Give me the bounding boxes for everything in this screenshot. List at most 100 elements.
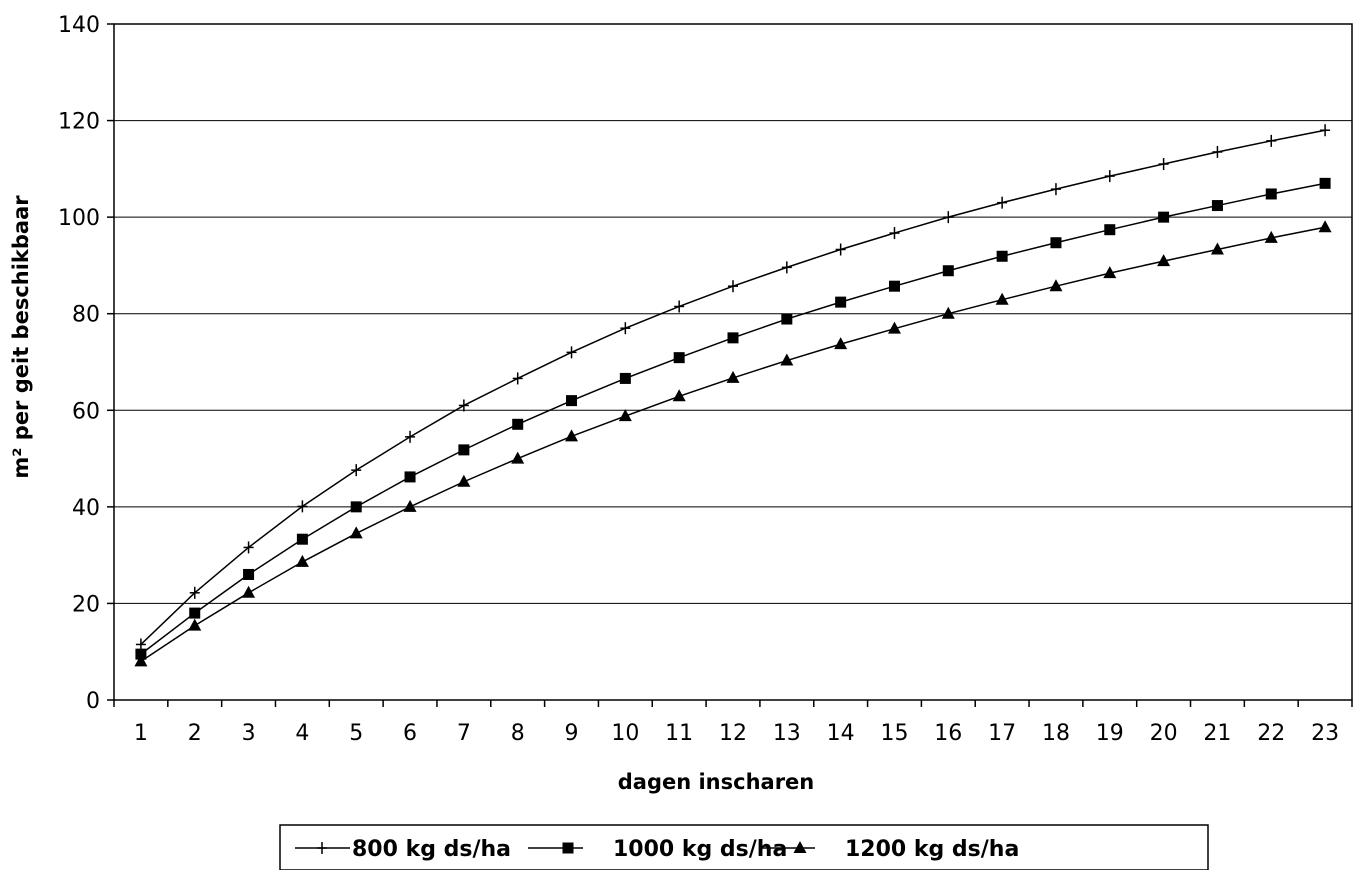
x-tick-label: 22 xyxy=(1257,721,1285,746)
x-tick-label: 7 xyxy=(457,721,471,746)
data-point xyxy=(1210,242,1224,255)
data-point xyxy=(1103,266,1117,279)
x-tick-label: 14 xyxy=(827,721,855,746)
data-point xyxy=(995,292,1009,305)
data-point xyxy=(349,526,363,539)
y-axis-title: m² per geit beschikbaar xyxy=(9,195,33,479)
data-point xyxy=(834,337,848,350)
x-tick-label: 13 xyxy=(773,721,801,746)
data-point xyxy=(673,352,685,364)
data-point xyxy=(942,265,954,277)
legend-marker xyxy=(317,842,327,854)
y-tick-label: 0 xyxy=(86,689,100,714)
x-tick-label: 12 xyxy=(719,721,747,746)
legend-marker xyxy=(793,841,807,853)
data-point xyxy=(1158,158,1169,171)
data-point xyxy=(672,389,686,402)
data-point xyxy=(1049,279,1063,292)
x-axis-title: dagen inscharen xyxy=(618,770,815,794)
x-tick-label: 21 xyxy=(1203,721,1231,746)
data-point xyxy=(887,321,901,334)
data-point xyxy=(997,196,1008,209)
data-point xyxy=(296,533,308,545)
x-tick-label: 4 xyxy=(295,721,309,746)
y-tick-label: 20 xyxy=(72,592,100,617)
data-point xyxy=(727,332,739,344)
data-point xyxy=(726,370,740,383)
x-tick-label: 5 xyxy=(349,721,363,746)
series-line xyxy=(140,226,1326,662)
data-point xyxy=(188,618,202,631)
data-point xyxy=(134,654,148,667)
data-point xyxy=(728,280,738,293)
x-tick-label: 6 xyxy=(403,721,417,746)
x-tick-label: 15 xyxy=(880,721,908,746)
x-tick-label: 9 xyxy=(565,721,579,746)
legend-label: 800 kg ds/ha xyxy=(352,837,511,862)
data-point xyxy=(1157,254,1171,267)
legend-box xyxy=(279,824,1209,870)
data-point xyxy=(1104,170,1115,183)
x-tick-label: 11 xyxy=(665,721,693,746)
legend-label: 1000 kg ds/ha xyxy=(613,837,787,862)
data-point xyxy=(941,306,955,319)
legend-item: 800 kg ds/ha xyxy=(295,837,511,862)
data-point xyxy=(1266,134,1277,147)
x-tick-label: 19 xyxy=(1096,721,1124,746)
data-point xyxy=(243,568,255,580)
x-tick-label: 16 xyxy=(934,721,962,746)
x-tick-label: 1 xyxy=(134,721,148,746)
legend-item: 1000 kg ds/ha xyxy=(528,837,787,862)
data-point xyxy=(1212,145,1223,158)
data-point xyxy=(1264,230,1278,243)
data-point xyxy=(1050,237,1062,249)
data-point xyxy=(512,372,523,385)
data-point xyxy=(242,585,256,598)
x-tick-label: 8 xyxy=(511,721,525,746)
x-tick-label: 18 xyxy=(1042,721,1070,746)
y-axis: 0 20 40 60 80 100 120 140 xyxy=(58,13,114,714)
data-point xyxy=(295,554,309,567)
data-point xyxy=(189,586,200,599)
x-tick-label: 23 xyxy=(1311,721,1339,746)
x-tick-label: 17 xyxy=(988,721,1016,746)
legend-label: 1200 kg ds/ha xyxy=(845,837,1019,862)
data-point xyxy=(135,638,146,651)
data-point xyxy=(189,607,201,619)
data-point xyxy=(405,430,416,443)
x-tick-label: 10 xyxy=(611,721,639,746)
y-tick-label: 40 xyxy=(72,496,100,521)
data-point xyxy=(888,280,900,292)
data-point xyxy=(1320,124,1331,137)
data-point xyxy=(458,399,469,412)
data-point xyxy=(620,322,631,335)
data-point xyxy=(835,296,847,308)
data-point xyxy=(1104,224,1116,236)
data-point xyxy=(243,541,254,554)
series-2 xyxy=(135,177,1331,660)
data-point xyxy=(780,353,794,366)
series-1 xyxy=(135,124,1331,651)
x-tick-label: 3 xyxy=(242,721,256,746)
data-point xyxy=(781,313,793,325)
data-point xyxy=(511,451,525,464)
data-point xyxy=(619,372,631,384)
legend: 800 kg ds/ha 1000 kg ds/ha 1200 kg ds/ha xyxy=(279,824,1209,870)
data-point xyxy=(674,300,685,313)
x-tick-label: 20 xyxy=(1150,721,1178,746)
x-axis: 1 2 3 4 5 6 7 8 9 10 11 12 13 14 15 16 17 18 19 20 21 22 23 xyxy=(113,700,1353,746)
data-point xyxy=(996,250,1008,262)
data-point xyxy=(1265,188,1277,200)
data-point xyxy=(835,243,846,256)
data-point xyxy=(403,499,417,512)
data-point xyxy=(351,464,362,477)
data-point xyxy=(404,471,416,483)
data-point xyxy=(889,227,900,240)
data-point xyxy=(1319,177,1331,189)
data-point xyxy=(512,418,524,430)
data-point xyxy=(457,474,471,487)
legend-marker xyxy=(562,842,574,854)
data-point xyxy=(1211,200,1223,212)
data-point xyxy=(297,500,308,513)
y-tick-label: 60 xyxy=(72,399,100,424)
